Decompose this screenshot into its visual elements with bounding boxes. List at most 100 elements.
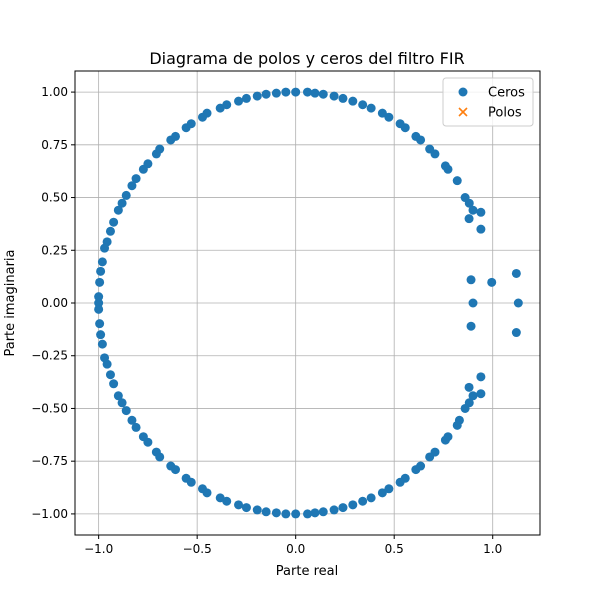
x-tick-label: −1.0 [84,542,113,556]
x-tick-label: −0.5 [183,542,212,556]
zero-point [96,266,106,276]
zero-point [121,190,131,200]
zero-point [384,484,394,494]
zero-point [94,304,104,314]
y-tick-label: 0.75 [41,138,68,152]
x-tick-label: 0.0 [286,542,305,556]
zero-point [395,477,405,487]
x-tick-label: 0.5 [385,542,404,556]
zero-point [348,96,358,106]
zero-point [95,277,105,287]
zero-point [234,500,244,510]
zero-point [281,509,291,519]
plot-area: −1.0 −0.5 0.0 0.5 1.0 −1.00 −0.75 −0.50 −0.25 0.0… [31,70,541,556]
zero-point [358,100,368,110]
zero-point [186,477,196,487]
zero-point [318,89,328,99]
y-tick-label: 1.00 [41,85,68,99]
zero-point [476,224,486,234]
legend-marker-stroke [458,107,468,117]
zero-point [329,91,339,101]
zero-point [468,205,478,215]
zero-point [170,465,180,475]
zero-point [395,119,405,129]
zero-point [511,268,521,278]
zero-point [261,507,271,517]
zero-point [113,205,123,215]
zero-point [425,144,435,154]
zero-point [127,415,137,425]
zero-point [109,379,119,389]
zero-point [310,508,320,518]
zero-point [366,493,376,503]
zero-point [511,328,521,338]
zero-point [252,505,262,515]
zero-point [234,96,244,106]
zero-point [468,298,478,308]
zero-point [170,131,180,141]
chart-title: Diagrama de polos y ceros del filtro FIR [149,49,464,68]
zero-point [358,496,368,506]
zero-point [241,503,251,513]
zero-point [384,112,394,122]
zero-point [271,508,281,518]
zero-point [476,207,486,217]
zero-point [487,277,497,287]
zero-point [476,372,486,382]
zero-point [329,505,339,515]
zero-point [94,292,104,302]
zero-point [281,87,291,97]
zero-point [97,257,107,267]
zero-point [348,500,358,510]
zero-point [377,108,387,118]
zero-point [366,103,376,113]
zero-point [113,391,123,401]
zero-point [464,214,474,224]
legend-marker-ceros [458,87,468,97]
y-tick-label: −1.00 [31,507,68,521]
zero-point [468,391,478,401]
zero-point [241,93,251,103]
legend-marker-polos [458,107,468,117]
zero-point [143,159,153,169]
zero-point [310,88,320,98]
zero-point [121,406,131,416]
zero-point [440,435,450,445]
zero-point [100,353,110,363]
zero-point [466,321,476,331]
zero-point [131,174,141,184]
zero-point [117,198,127,208]
zero-point [117,398,127,408]
zero-point [452,176,462,186]
zero-point [143,437,153,447]
zero-point [303,87,312,97]
zero-point [202,488,212,498]
y-tick-label: 0.00 [41,296,68,310]
y-tick-label: 0.25 [41,243,68,257]
legend: Ceros Polos [442,77,534,127]
zero-point [202,108,212,118]
zero-point [411,465,421,475]
zero-point [271,88,281,98]
zero-point [318,507,328,517]
zero-point [452,420,462,430]
zero-point [513,298,523,308]
zero-point [222,496,232,506]
zero-point [466,275,476,285]
zero-point [105,370,115,380]
zero-point [96,330,106,340]
zero-point [222,100,232,110]
zero-point [377,488,387,498]
zero-point [411,131,421,141]
zero-point [155,144,165,154]
zero-point [460,193,470,203]
y-tick-label: −0.25 [31,349,68,363]
zero-point [291,87,301,97]
zero-point [440,161,450,171]
zero-point [155,452,165,462]
x-axis-label: Parte real [276,564,338,579]
zero-point [97,339,107,349]
x-tick-label: 1.0 [483,542,502,556]
y-tick-label: −0.50 [31,401,68,415]
